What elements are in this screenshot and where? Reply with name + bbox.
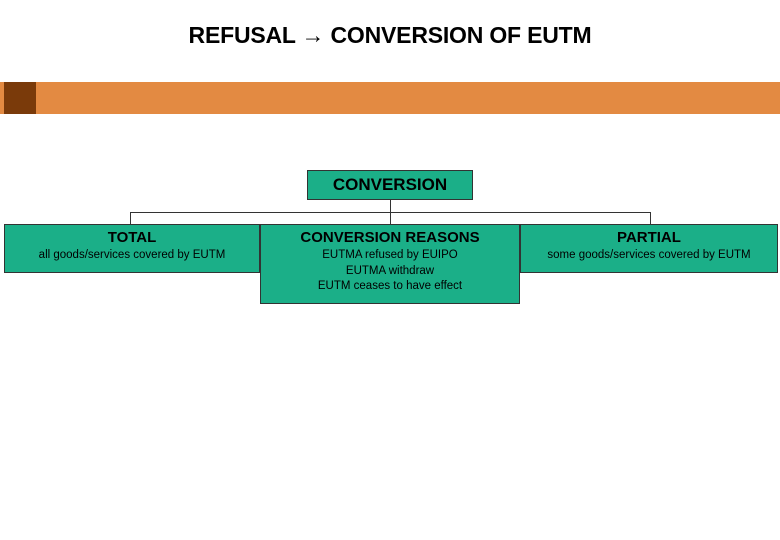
accent-band (0, 82, 780, 114)
tree-child-title: CONVERSION REASONS (267, 229, 513, 246)
tree-child-title: TOTAL (11, 229, 253, 246)
accent-square (4, 82, 36, 114)
tree-child-line: some goods/services covered by EUTM (527, 248, 771, 264)
connector (130, 212, 131, 224)
tree-child-line: EUTMA withdraw (267, 264, 513, 280)
tree-child-line: EUTMA refused by EUIPO (267, 248, 513, 264)
tree-child-partial: PARTIAL some goods/services covered by E… (520, 224, 778, 273)
tree-root-label: CONVERSION (333, 175, 447, 195)
tree-child-line: EUTM ceases to have effect (267, 279, 513, 295)
tree-child-line: all goods/services covered by EUTM (11, 248, 253, 264)
page-title: REFUSAL → CONVERSION OF EUTM (0, 22, 780, 49)
tree-child-total: TOTAL all goods/services covered by EUTM (4, 224, 260, 273)
connector (390, 200, 391, 212)
tree-child-title: PARTIAL (527, 229, 771, 246)
connector (650, 212, 651, 224)
tree-child-reasons: CONVERSION REASONS EUTMA refused by EUIP… (260, 224, 520, 304)
tree-root: CONVERSION (307, 170, 473, 200)
connector (390, 212, 391, 224)
